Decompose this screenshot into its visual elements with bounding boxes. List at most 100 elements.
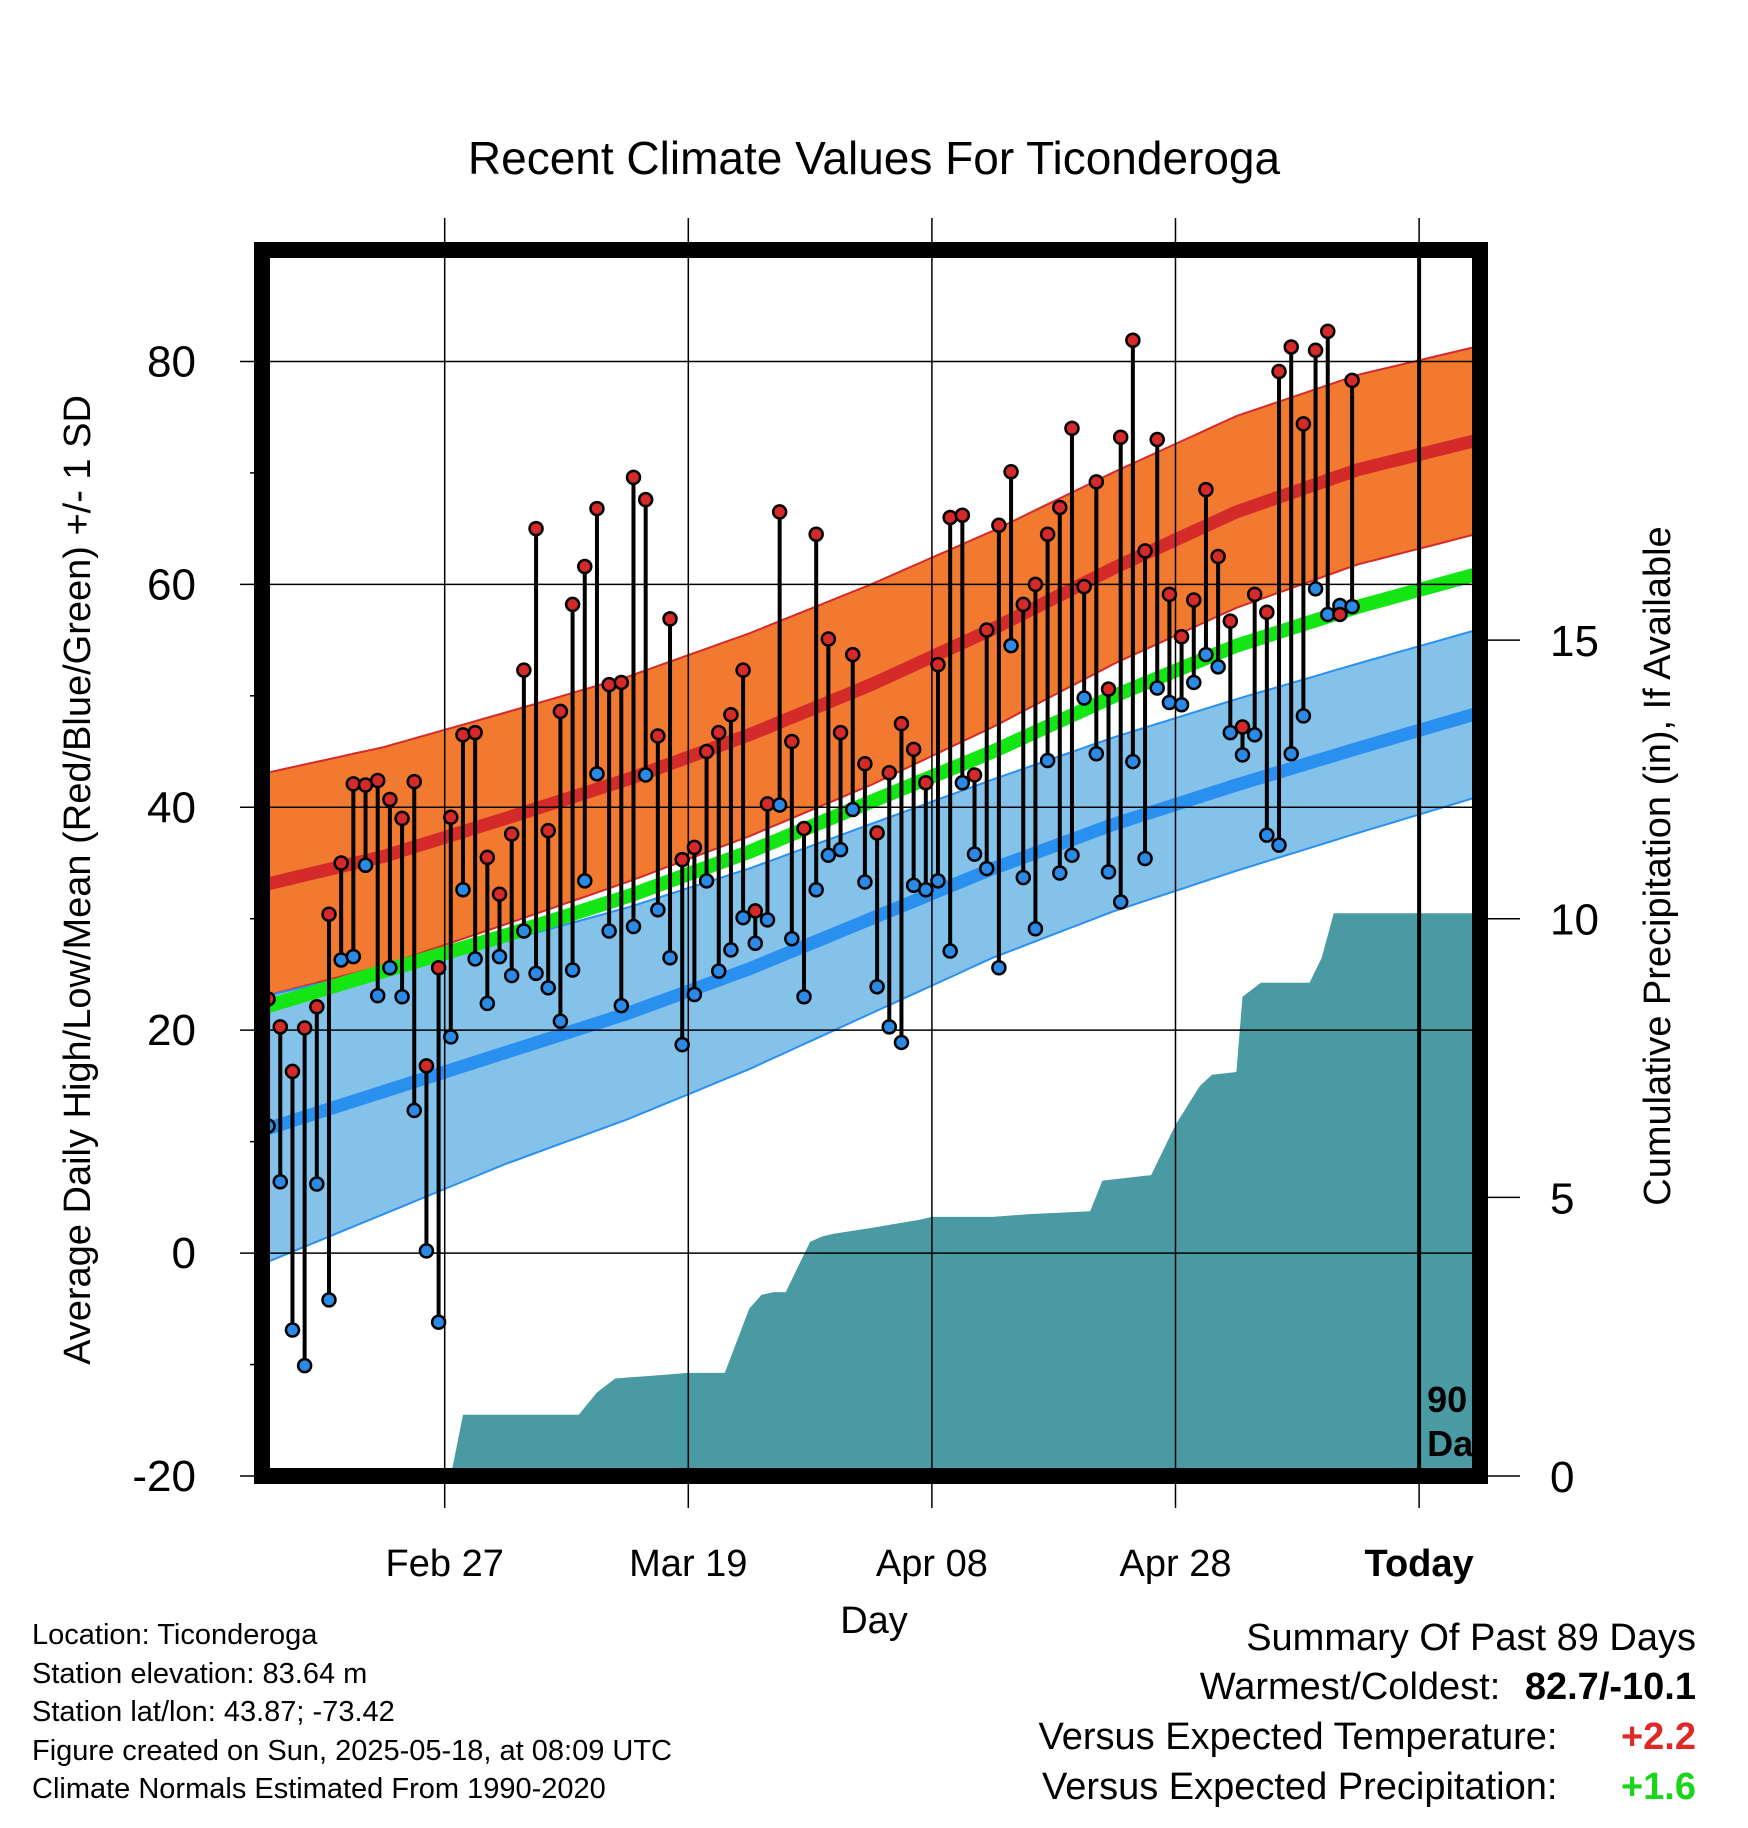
- warmest-coldest-value: 82.7/-10.1: [1524, 1666, 1696, 1708]
- daily-high-point: [443, 809, 459, 826]
- daily-high-point: [1332, 606, 1348, 623]
- daily-high-point: [503, 826, 520, 842]
- daily-low-point: [771, 797, 788, 813]
- x-tick-label: Apr 08: [876, 1543, 988, 1585]
- daily-high-point: [1295, 416, 1312, 432]
- daily-high-point: [1246, 586, 1263, 603]
- daily-high-point: [613, 674, 630, 691]
- daily-high-point: [1186, 592, 1202, 608]
- daily-low-point: [1210, 659, 1226, 675]
- daily-high-point: [1137, 543, 1153, 559]
- daily-low-point: [747, 935, 764, 951]
- daily-high-point: [784, 733, 800, 750]
- daily-high-point: [1125, 332, 1141, 349]
- daily-low-point: [1307, 581, 1324, 597]
- daily-low-point: [1173, 696, 1190, 713]
- daily-low-point: [491, 948, 508, 965]
- daily-low-point: [1198, 646, 1214, 663]
- x-tick-label: Today: [1365, 1543, 1474, 1585]
- daily-high-point: [930, 656, 946, 673]
- daily-high-point: [1210, 548, 1226, 565]
- daily-low-point: [540, 980, 556, 996]
- temp-departure-value: +2.2: [1620, 1716, 1696, 1758]
- daily-high-point: [918, 775, 934, 791]
- daily-high-point: [869, 825, 885, 841]
- daily-low-point: [1149, 680, 1165, 696]
- daily-high-point: [1052, 499, 1068, 516]
- daily-low-point: [918, 881, 934, 898]
- daily-low-point: [369, 987, 386, 1004]
- daily-high-point: [954, 507, 971, 524]
- daily-low-point: [443, 1029, 459, 1045]
- daily-low-point: [1088, 746, 1105, 762]
- daily-high-point: [284, 1063, 301, 1080]
- daily-high-point: [1259, 604, 1275, 620]
- daily-high-point: [1198, 481, 1214, 498]
- daily-low-point: [869, 978, 885, 995]
- daily-low-point: [625, 918, 642, 935]
- daily-high-point: [723, 707, 739, 723]
- daily-high-point: [905, 741, 922, 758]
- daily-low-point: [698, 873, 715, 889]
- daily-low-point: [1186, 674, 1202, 691]
- daily-low-point: [832, 841, 849, 858]
- daily-high-point: [491, 886, 508, 902]
- warmest-coldest-label: Warmest/Coldest:: [1199, 1666, 1501, 1708]
- daily-high-point: [881, 764, 898, 781]
- daily-low-point: [503, 967, 520, 984]
- daily-low-point: [759, 912, 776, 928]
- today-days-label: Days: [1427, 1423, 1513, 1464]
- y-tick-label: 60: [147, 560, 196, 609]
- y2-tick-label: 10: [1550, 896, 1599, 945]
- daily-low-point: [1112, 894, 1129, 910]
- daily-low-point: [345, 948, 362, 965]
- daily-high-point: [1271, 363, 1287, 380]
- daily-low-point: [857, 874, 873, 890]
- daily-low-point: [577, 873, 593, 889]
- daily-high-point: [321, 906, 337, 923]
- daily-high-point: [272, 1019, 289, 1035]
- daily-high-point: [418, 1058, 435, 1074]
- precip-departure-label: Versus Expected Precipitation:: [1042, 1766, 1558, 1808]
- x-tick-label: Mar 19: [629, 1543, 747, 1585]
- x-tick-label: Feb 27: [386, 1543, 504, 1585]
- daily-low-point: [601, 923, 617, 939]
- daily-high-point: [369, 772, 386, 789]
- daily-high-point: [1234, 719, 1251, 735]
- observed-values: [262, 323, 1360, 1374]
- summary-title: Summary Of Past 89 Days: [1246, 1617, 1696, 1659]
- daily-low-point: [711, 963, 727, 979]
- daily-high-point: [1307, 342, 1324, 359]
- daily-low-point: [1344, 598, 1360, 615]
- daily-low-point: [296, 1357, 313, 1374]
- daily-high-point: [296, 1020, 313, 1036]
- elevation-text: Station elevation: 83.64 m: [32, 1657, 368, 1690]
- daily-high-point: [662, 611, 678, 627]
- daily-low-point: [309, 1176, 325, 1192]
- daily-high-point: [528, 520, 544, 537]
- daily-high-point: [942, 509, 958, 526]
- daily-high-point: [857, 756, 873, 772]
- daily-high-point: [966, 767, 983, 783]
- daily-low-point: [1064, 847, 1080, 863]
- station-info: Location: Ticonderoga Station elevation:…: [32, 1616, 672, 1809]
- y-tick-label: 20: [147, 1006, 196, 1055]
- daily-high-point: [1149, 431, 1165, 448]
- daily-low-point: [808, 881, 824, 898]
- y2-tick-label: 15: [1550, 617, 1599, 666]
- daily-high-point: [1161, 586, 1178, 603]
- daily-low-point: [516, 923, 532, 939]
- daily-low-point: [1076, 690, 1092, 706]
- daily-low-point: [1027, 921, 1044, 937]
- y2-axis-label: Cumulative Precipitation (in), If Availa…: [1637, 526, 1679, 1205]
- daily-low-point: [1222, 724, 1239, 741]
- daily-low-point: [406, 1102, 422, 1119]
- daily-low-point: [284, 1322, 301, 1338]
- daily-high-point: [674, 851, 690, 868]
- daily-high-point: [991, 517, 1007, 534]
- daily-low-point: [1015, 869, 1031, 886]
- daily-high-point: [589, 500, 605, 517]
- y-tick-label: -20: [132, 1452, 196, 1501]
- plot-frame: [254, 242, 1488, 1484]
